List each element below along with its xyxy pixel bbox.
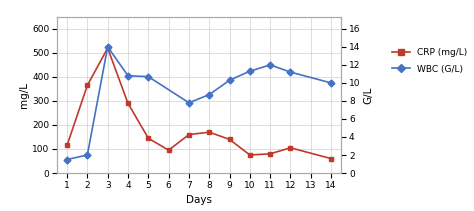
WBC (G/L) [206, 93, 212, 96]
WBC (G/L) [84, 154, 90, 156]
WBC (G/L) [288, 71, 293, 73]
WBC (G/L) [105, 46, 110, 48]
X-axis label: Days: Days [186, 195, 212, 205]
CRP (mg/L) [84, 84, 90, 87]
WBC (G/L) [247, 70, 253, 72]
WBC (G/L) [146, 75, 151, 78]
CRP (mg/L) [146, 137, 151, 139]
CRP (mg/L) [227, 138, 232, 141]
Line: WBC (G/L): WBC (G/L) [64, 45, 334, 162]
WBC (G/L) [328, 82, 334, 84]
CRP (mg/L) [206, 131, 212, 133]
CRP (mg/L) [64, 144, 70, 147]
WBC (G/L) [227, 79, 232, 81]
WBC (G/L) [186, 101, 192, 104]
CRP (mg/L) [267, 153, 273, 155]
WBC (G/L) [125, 74, 131, 77]
CRP (mg/L) [186, 133, 192, 136]
WBC (G/L) [64, 158, 70, 161]
CRP (mg/L) [125, 102, 131, 105]
Legend: CRP (mg/L), WBC (G/L): CRP (mg/L), WBC (G/L) [389, 45, 471, 77]
CRP (mg/L) [288, 146, 293, 149]
CRP (mg/L) [328, 157, 334, 160]
CRP (mg/L) [105, 47, 110, 49]
CRP (mg/L) [247, 154, 253, 156]
Y-axis label: G/L: G/L [363, 86, 373, 104]
Line: CRP (mg/L): CRP (mg/L) [64, 46, 334, 161]
Y-axis label: mg/L: mg/L [19, 82, 29, 108]
WBC (G/L) [267, 64, 273, 66]
CRP (mg/L) [166, 149, 172, 151]
